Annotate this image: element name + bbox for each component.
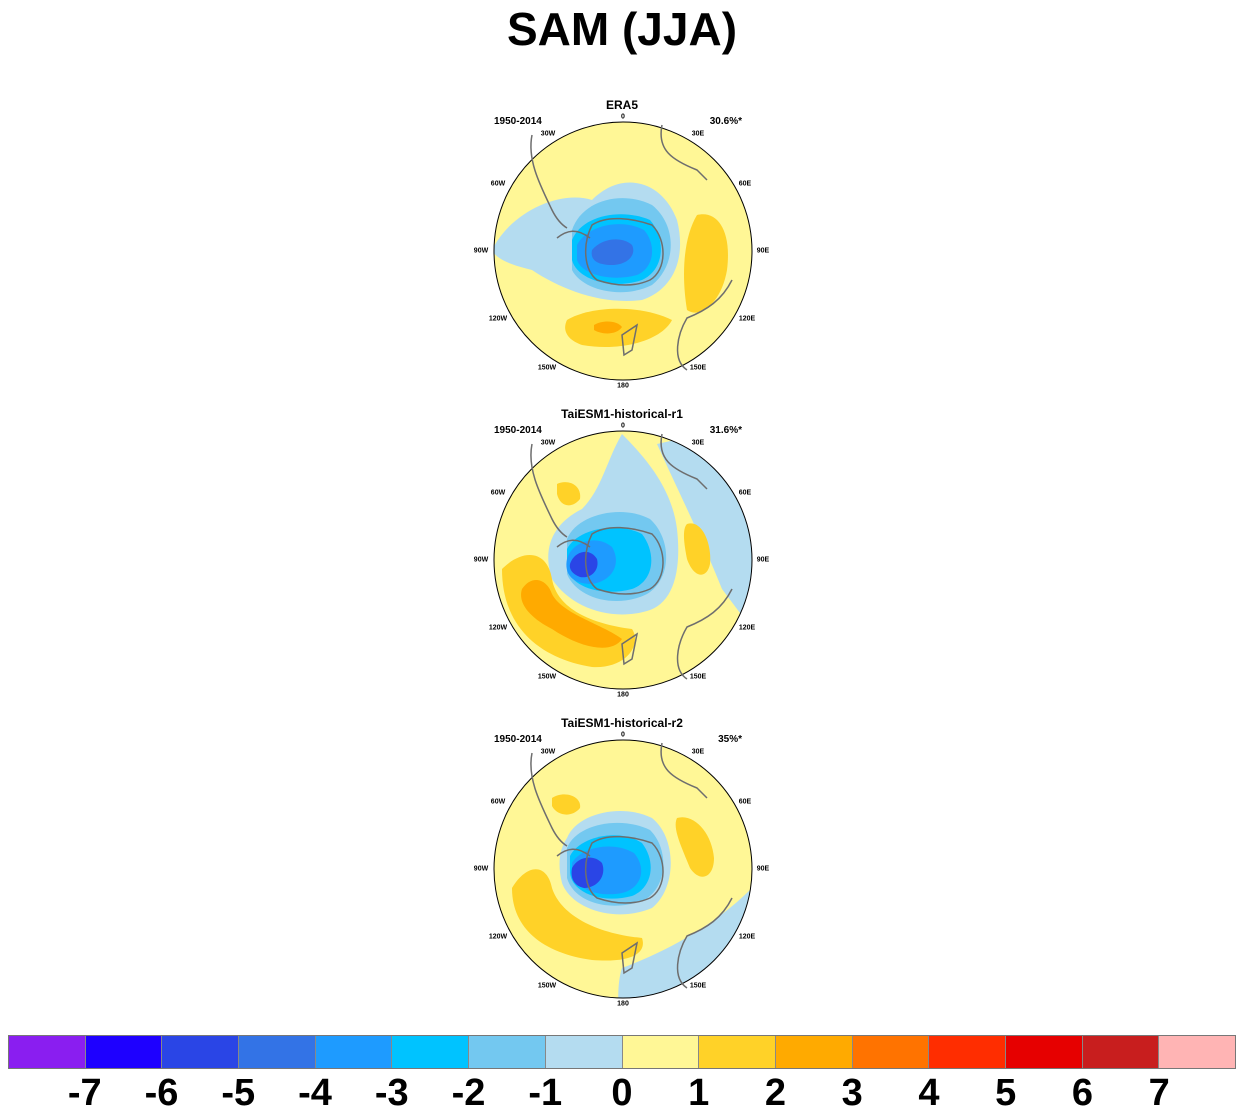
longitude-label: 0 (621, 113, 625, 121)
colorbar-label: -7 (67, 1072, 102, 1114)
longitude-label: 60W (490, 489, 506, 497)
colorbar-label: -5 (221, 1072, 256, 1114)
longitude-label: 180 (617, 382, 629, 390)
colorbar-label: -6 (144, 1072, 179, 1114)
longitude-label: 60E (738, 798, 752, 806)
longitude-label: 120E (738, 933, 756, 941)
longitude-label: 90E (756, 247, 770, 255)
colorbar-box (162, 1036, 240, 1068)
longitude-label: 180 (617, 1000, 629, 1008)
longitude-label: 120E (738, 315, 756, 323)
longitude-label: 90E (756, 556, 770, 564)
panel-title: TaiESM1-historical-r1 (561, 407, 683, 421)
longitude-label: 150W (537, 673, 557, 681)
colorbar-label: 5 (995, 1072, 1017, 1114)
longitude-label: 60E (738, 489, 752, 497)
colorbar-box (469, 1036, 546, 1068)
colorbar-box (699, 1036, 776, 1068)
longitude-label: 30E (691, 130, 705, 138)
longitude-label: 120E (738, 624, 756, 632)
colorbar-box (1005, 1036, 1083, 1068)
panel-period: 1950-2014 (494, 425, 542, 436)
longitude-label: 30W (540, 748, 556, 756)
colorbar-box (1082, 1036, 1160, 1068)
longitude-label: 30E (691, 439, 705, 447)
colorbar-label: 4 (918, 1072, 940, 1114)
colorbar (8, 1035, 1236, 1069)
panel-explained-variance: 31.6%* (709, 425, 742, 436)
panel-period: 1950-2014 (494, 116, 542, 127)
map-panel-era5: ERA5 1950-2014 30.6%* 0 30E 60E 90E 120E 150E… (472, 98, 772, 420)
longitude-label: 150W (537, 982, 557, 990)
colorbar-label: 1 (688, 1072, 710, 1114)
longitude-label: 120W (488, 624, 508, 632)
polar-map (493, 739, 753, 999)
colorbar-box (392, 1036, 470, 1068)
map-panel-taiesm1-r2: TaiESM1-historical-r2 1950-2014 35%* 0 30… (472, 716, 772, 1038)
figure-title: SAM (JJA) (506, 3, 738, 55)
longitude-label: 150E (689, 982, 707, 990)
colorbar-box (239, 1036, 316, 1068)
longitude-label: 30E (691, 748, 705, 756)
longitude-label: 30W (540, 439, 556, 447)
colorbar-label: -1 (528, 1072, 563, 1114)
colorbar-label: 0 (611, 1072, 633, 1114)
longitude-label: 0 (621, 731, 625, 739)
longitude-label: 150E (689, 673, 707, 681)
longitude-label: 60E (738, 180, 752, 188)
colorbar-box (775, 1036, 853, 1068)
map-panel-taiesm1-r1: TaiESM1-historical-r1 1950-2014 31.6%* (472, 407, 772, 729)
longitude-label: 90E (756, 865, 770, 873)
colorbar-label: 2 (764, 1072, 787, 1114)
panel-explained-variance: 35%* (718, 734, 742, 745)
longitude-label: 120W (488, 315, 508, 323)
polar-map (493, 430, 753, 690)
longitude-label: 90W (473, 865, 489, 873)
panel-explained-variance: 30.6%* (709, 116, 742, 127)
colorbar-box (85, 1036, 163, 1068)
longitude-label: 30W (540, 130, 556, 138)
colorbar-label: -2 (451, 1072, 486, 1114)
colorbar-box (929, 1036, 1006, 1068)
panel-title: ERA5 (605, 98, 638, 112)
longitude-label: 90W (473, 556, 489, 564)
panel-title: TaiESM1-historical-r2 (561, 716, 683, 730)
colorbar-label: -4 (298, 1072, 332, 1114)
colorbar-box (1159, 1036, 1235, 1068)
colorbar-box (545, 1036, 623, 1068)
polar-map (493, 121, 753, 381)
colorbar-label: 6 (1071, 1072, 1094, 1114)
panel-period: 1950-2014 (494, 734, 542, 745)
colorbar-label: 3 (841, 1072, 863, 1114)
longitude-label: 60W (490, 180, 506, 188)
longitude-label: 90W (473, 247, 489, 255)
longitude-label: 120W (488, 933, 508, 941)
longitude-label: 60W (490, 798, 506, 806)
longitude-label: 180 (617, 691, 629, 699)
longitude-label: 150W (537, 364, 557, 372)
colorbar-label: 7 (1148, 1072, 1170, 1114)
colorbar-box (315, 1036, 393, 1068)
colorbar-box (852, 1036, 930, 1068)
longitude-label: 0 (621, 422, 625, 430)
colorbar-label: -3 (374, 1072, 409, 1114)
colorbar-box (622, 1036, 700, 1068)
longitude-label: 150E (689, 364, 707, 372)
colorbar-box (9, 1036, 86, 1068)
